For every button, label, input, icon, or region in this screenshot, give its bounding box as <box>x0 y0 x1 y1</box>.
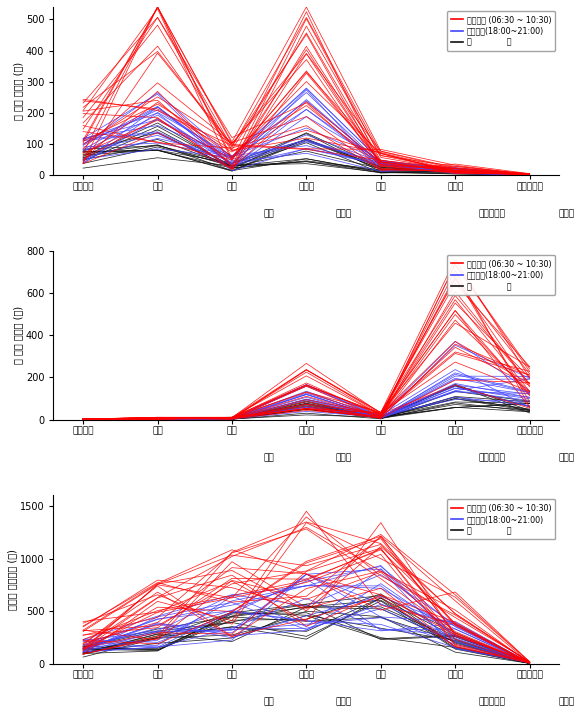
Text: 고속터미널: 고속터미널 <box>479 209 506 218</box>
Text: 선정릉: 선정릉 <box>559 698 575 706</box>
Y-axis label: 각 역별 승차량 (명): 각 역별 승차량 (명) <box>13 62 23 120</box>
Y-axis label: 구간별 재차인원 (명): 구간별 재차인원 (명) <box>7 549 17 610</box>
Text: 고속터미널: 고속터미널 <box>479 454 506 462</box>
Y-axis label: 각 역별 하차량 (명): 각 역별 하차량 (명) <box>13 306 23 365</box>
Text: 당산: 당산 <box>264 209 275 218</box>
Text: 선정릉: 선정릉 <box>559 454 575 462</box>
Legend: 오전첨두 (06:30 ~ 10:30), 오후첨두(18:00~21:00), 평              시: 오전첨두 (06:30 ~ 10:30), 오후첨두(18:00~21:00),… <box>447 499 555 539</box>
Text: 고속터미널: 고속터미널 <box>479 698 506 706</box>
Text: 당산: 당산 <box>264 698 275 706</box>
Text: 노량진: 노량진 <box>335 209 352 218</box>
Text: 노량진: 노량진 <box>335 454 352 462</box>
Legend: 오전첨두 (06:30 ~ 10:30), 오후첨두(18:00~21:00), 평              시: 오전첨두 (06:30 ~ 10:30), 오후첨두(18:00~21:00),… <box>447 255 555 295</box>
Text: 선정릉: 선정릉 <box>559 209 575 218</box>
Legend: 오전첨두 (06:30 ~ 10:30), 오후첨두(18:00~21:00), 평              시: 오전첨두 (06:30 ~ 10:30), 오후첨두(18:00~21:00),… <box>447 11 555 51</box>
Text: 노량진: 노량진 <box>335 698 352 706</box>
Text: 당산: 당산 <box>264 454 275 462</box>
